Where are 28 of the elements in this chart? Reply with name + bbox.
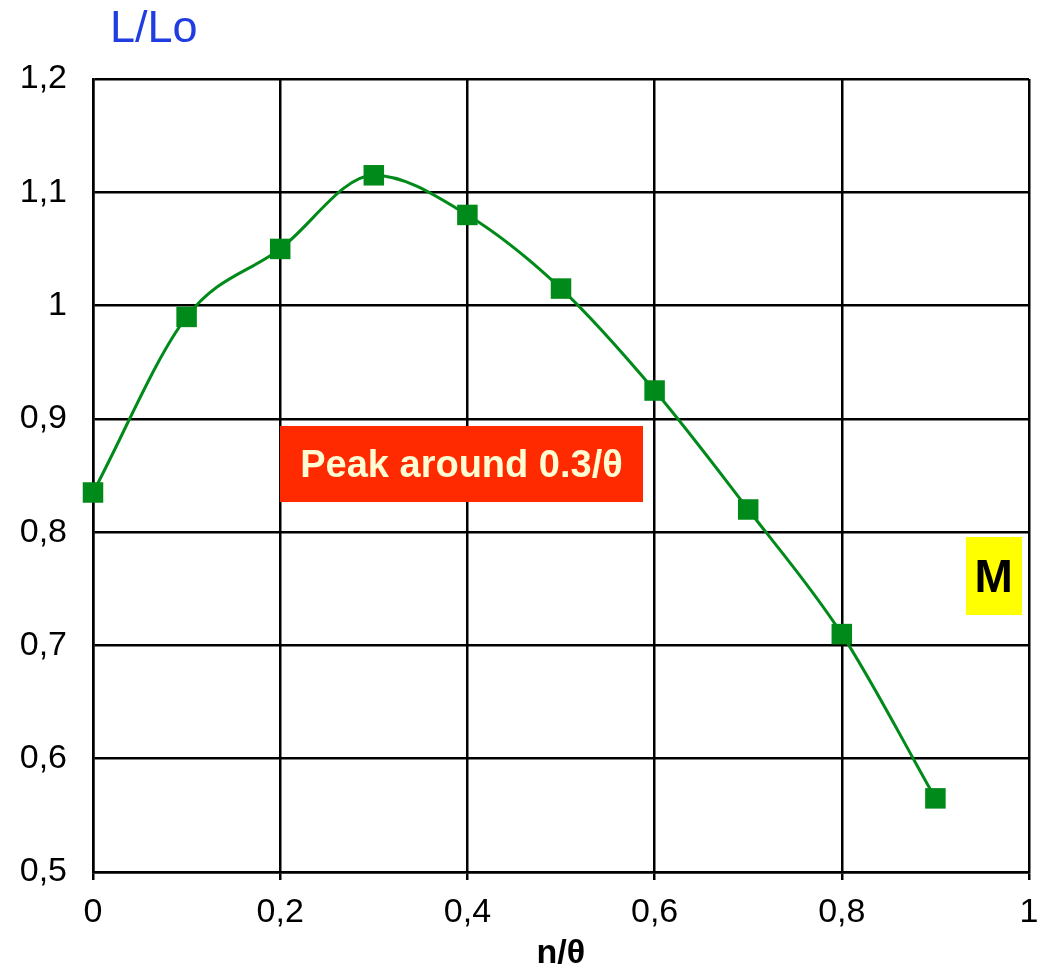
x-tick-label: 0,4 [443,890,492,929]
point [269,238,291,260]
annotation: Peak around 0.3/θ [280,425,643,502]
y-tick-label: 1,1 [19,170,67,209]
point [644,380,665,401]
y-tick-label: 0,9 [19,397,67,436]
x-axis-title: n/θ [536,932,586,970]
point [550,278,572,299]
y-tick-label: 0,6 [19,737,67,776]
x-tick-label: 0 [83,890,103,929]
x-tick-label: 1 [1019,890,1039,929]
x-tick-label: 0,8 [818,890,866,929]
y-tick-label: 1,2 [19,57,67,96]
point [831,623,853,645]
point [176,306,197,328]
y-tick-label: 1 [48,283,67,322]
x-tick-label: 0,2 [256,890,304,929]
y-tick-label: 0,7 [19,623,67,662]
x-tick-label: 0,6 [630,890,679,929]
point [925,788,946,809]
point [82,482,104,503]
point [737,499,759,520]
point [363,165,385,186]
point [457,204,478,226]
y-tick-label: 0,5 [19,850,67,889]
y-tick-label: 0,8 [19,510,67,549]
y-axis-title: L/Lo [110,1,198,52]
annotation: M [965,536,1022,615]
